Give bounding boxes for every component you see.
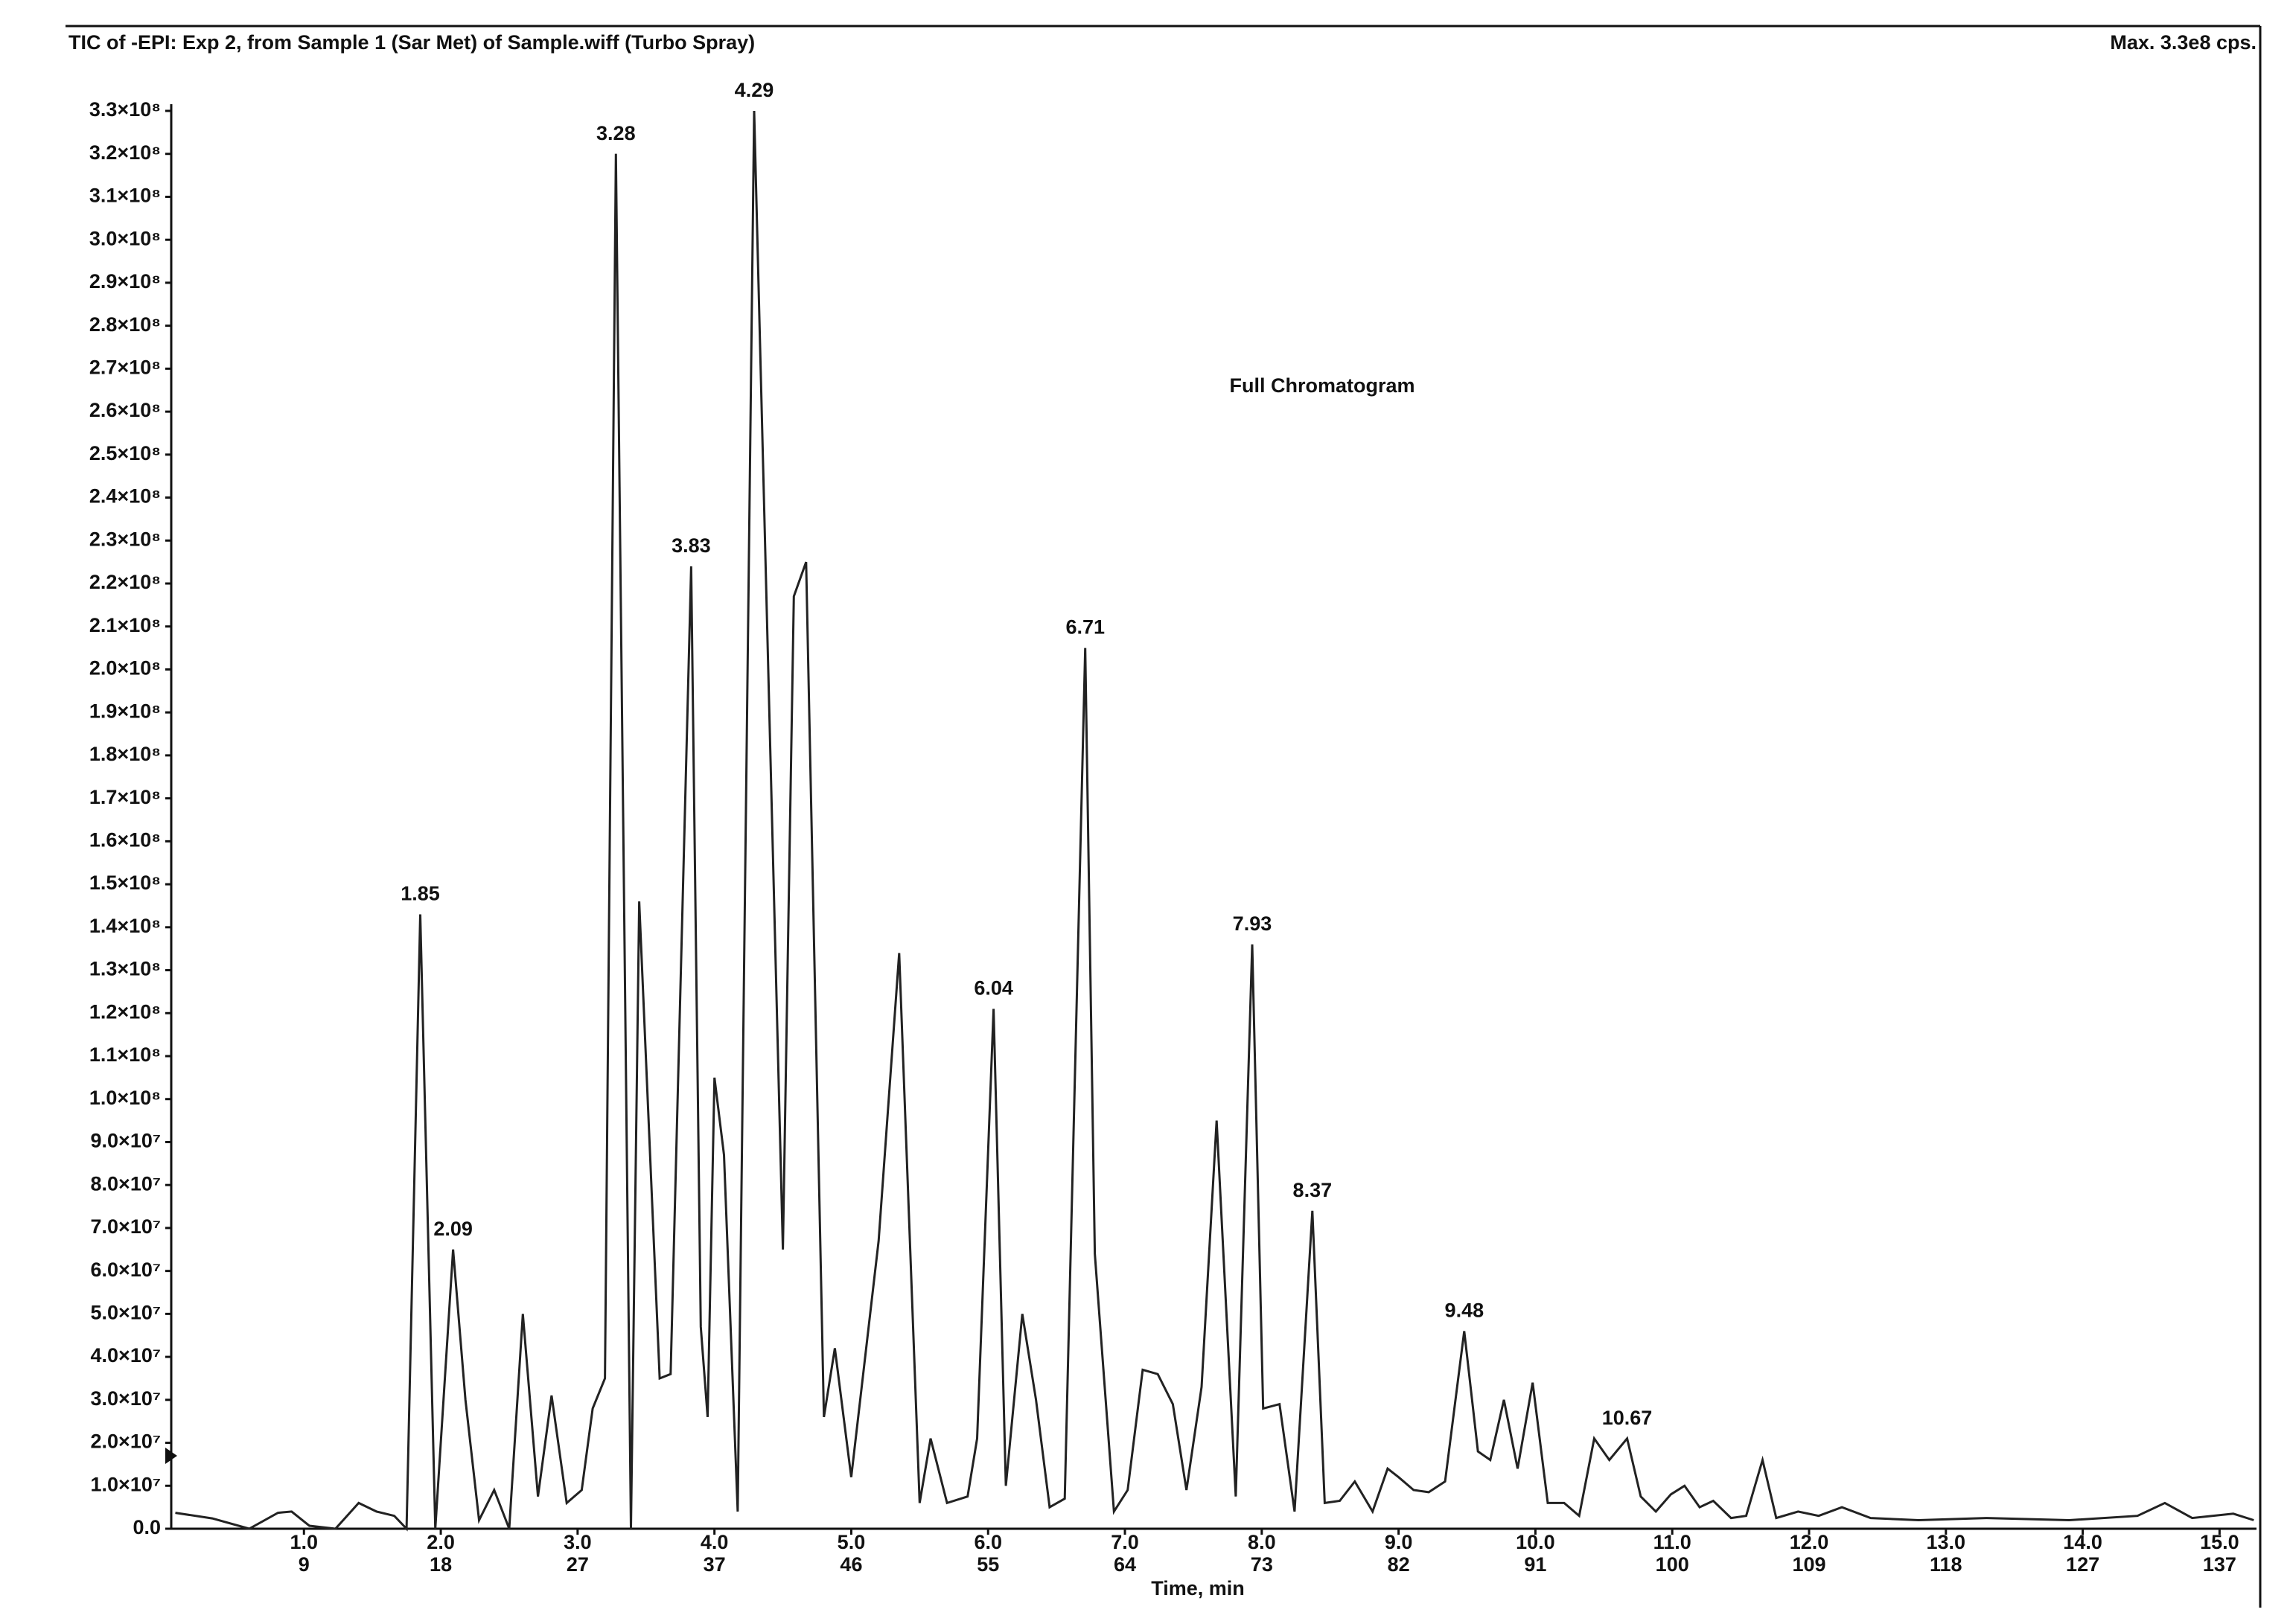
y-tick-label: 3.3×10⁸	[89, 98, 161, 121]
x-scan-label: 127	[2066, 1553, 2099, 1576]
chart-title: TIC of -EPI: Exp 2, from Sample 1 (Sar M…	[68, 31, 755, 54]
x-scan-label: 82	[1388, 1553, 1410, 1576]
peak-label: 8.37	[1293, 1179, 1333, 1201]
x-tick-label: 4.0	[701, 1531, 729, 1553]
y-tick-label: 2.2×10⁸	[89, 571, 161, 593]
y-tick-label: 3.1×10⁸	[89, 185, 161, 207]
x-scan-label: 18	[430, 1553, 452, 1576]
y-tick-label: 2.9×10⁸	[89, 270, 161, 292]
peak-label: 9.48	[1445, 1299, 1484, 1322]
x-tick-label: 5.0	[838, 1531, 866, 1553]
peak-label: 3.28	[596, 122, 636, 144]
y-tick-label: 1.9×10⁸	[89, 700, 161, 722]
y-tick-label: 1.6×10⁸	[89, 828, 161, 851]
x-axis-label: Time, min	[1151, 1577, 1245, 1599]
x-scan-label: 100	[1656, 1553, 1689, 1576]
x-tick-label: 9.0	[1385, 1531, 1413, 1553]
peak-label: 6.71	[1065, 616, 1105, 639]
x-scan-label: 55	[977, 1553, 999, 1576]
marker	[165, 1448, 177, 1464]
y-tick-label: 1.0×10⁸	[89, 1087, 161, 1109]
x-tick-label: 6.0	[974, 1531, 1002, 1553]
y-tick-label: 6.0×10⁷	[91, 1259, 161, 1281]
x-scan-label: 9	[299, 1553, 310, 1576]
y-tick-label: 7.0×10⁷	[91, 1215, 161, 1238]
y-tick-label: 1.5×10⁸	[89, 872, 161, 894]
x-scan-label: 37	[704, 1553, 726, 1576]
x-scan-label: 109	[1792, 1553, 1825, 1576]
y-tick-label: 1.2×10⁸	[89, 1000, 161, 1023]
x-tick-label: 14.0	[2063, 1531, 2102, 1553]
y-tick-label: 2.4×10⁸	[89, 485, 161, 508]
x-tick-label: 7.0	[1111, 1531, 1139, 1553]
y-tick-label: 3.0×10⁷	[91, 1387, 161, 1410]
x-scan-label: 64	[1114, 1553, 1136, 1576]
y-tick-label: 3.0×10⁸	[89, 227, 161, 249]
y-tick-label: 1.7×10⁸	[89, 786, 161, 808]
x-tick-label: 12.0	[1790, 1531, 1829, 1553]
y-tick-label: 3.2×10⁸	[89, 141, 161, 164]
x-scan-label: 118	[1930, 1553, 1962, 1576]
x-scan-label: 46	[840, 1553, 862, 1576]
x-tick-label: 15.0	[2200, 1531, 2239, 1553]
y-tick-label: 5.0×10⁷	[91, 1301, 161, 1323]
y-tick-label: 2.7×10⁸	[89, 356, 161, 378]
y-tick-label: 0.0	[133, 1516, 161, 1538]
x-tick-label: 13.0	[1927, 1531, 1966, 1553]
max-label: Max. 3.3e8 cps.	[2110, 31, 2256, 54]
peak-label: 7.93	[1233, 912, 1272, 935]
y-tick-label: 2.8×10⁸	[89, 313, 161, 336]
x-scan-label: 73	[1251, 1553, 1273, 1576]
x-scan-label: 91	[1524, 1553, 1546, 1576]
y-tick-label: 2.0×10⁷	[91, 1430, 161, 1453]
y-tick-label: 1.3×10⁸	[89, 958, 161, 980]
peak-label: 1.85	[401, 883, 440, 905]
peak-label: 6.04	[974, 977, 1013, 1000]
peak-label: 2.09	[433, 1218, 473, 1240]
y-tick-label: 9.0×10⁷	[91, 1130, 161, 1152]
annotation: Full Chromatogram	[1229, 374, 1414, 397]
peak-label: 10.67	[1602, 1407, 1653, 1429]
y-tick-label: 1.8×10⁸	[89, 743, 161, 765]
x-scan-label: 27	[567, 1553, 589, 1576]
y-tick-label: 1.1×10⁸	[89, 1043, 161, 1066]
y-tick-label: 1.0×10⁷	[91, 1473, 161, 1495]
x-tick-label: 10.0	[1516, 1531, 1555, 1553]
y-tick-label: 1.4×10⁸	[89, 915, 161, 937]
trace	[175, 110, 2254, 1532]
x-tick-label: 3.0	[564, 1531, 592, 1553]
peak-label: 4.29	[735, 79, 774, 101]
x-tick-label: 11.0	[1653, 1531, 1691, 1553]
peak-label: 3.83	[672, 534, 711, 557]
y-tick-label: 2.6×10⁸	[89, 399, 161, 421]
x-tick-label: 1.0	[290, 1531, 319, 1553]
y-tick-label: 4.0×10⁷	[91, 1344, 161, 1366]
y-tick-label: 8.0×10⁷	[91, 1172, 161, 1195]
x-tick-label: 2.0	[427, 1531, 455, 1553]
x-scan-label: 137	[2203, 1553, 2236, 1576]
x-tick-label: 8.0	[1248, 1531, 1276, 1553]
y-tick-label: 2.5×10⁸	[89, 442, 161, 464]
y-tick-label: 2.3×10⁸	[89, 528, 161, 550]
y-tick-label: 2.0×10⁸	[89, 657, 161, 680]
y-tick-label: 2.1×10⁸	[89, 614, 161, 636]
